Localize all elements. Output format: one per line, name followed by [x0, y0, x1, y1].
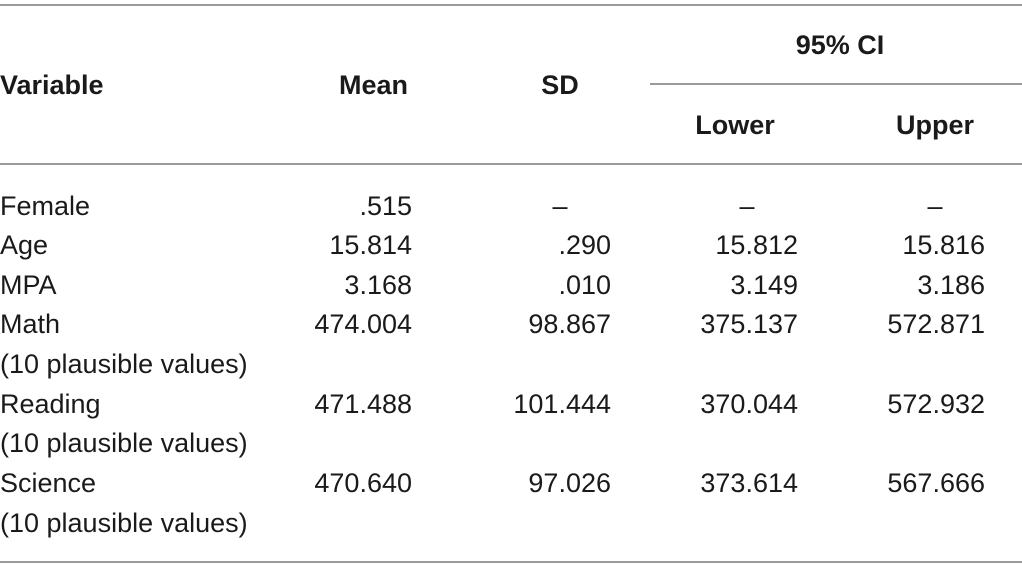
- row-sd: .010: [558, 270, 611, 300]
- row-mean: .515: [359, 191, 412, 221]
- header-lower: Lower: [695, 110, 775, 140]
- row-variable: Science: [0, 468, 97, 498]
- row-mean: 474.004: [314, 309, 412, 339]
- header-sd: SD: [541, 70, 579, 100]
- row-sd: –: [552, 191, 568, 221]
- table-bottom-rule: [0, 561, 1022, 563]
- row-variable: Math: [0, 309, 61, 339]
- header-ci: 95% CI: [795, 30, 885, 60]
- row-upper: 572.871: [887, 309, 985, 339]
- row-mean: 3.168: [344, 270, 412, 300]
- row-sd: .290: [558, 230, 611, 260]
- row-lower: 375.137: [700, 309, 798, 339]
- row-variable-note: (10 plausible values): [0, 508, 248, 538]
- row-upper: 15.816: [902, 230, 985, 260]
- row-lower: –: [739, 191, 755, 221]
- row-variable: MPA: [0, 270, 57, 300]
- header-bottom-rule: [0, 163, 1022, 165]
- row-lower: 3.149: [730, 270, 798, 300]
- row-upper: 3.186: [917, 270, 985, 300]
- row-upper: 567.666: [887, 468, 985, 498]
- row-variable: Reading: [0, 389, 101, 419]
- header-mean: Mean: [338, 70, 408, 100]
- row-mean: 470.640: [314, 468, 412, 498]
- row-sd: 101.444: [513, 389, 611, 419]
- row-lower: 15.812: [715, 230, 798, 260]
- row-lower: 370.044: [700, 389, 798, 419]
- row-variable-note: (10 plausible values): [0, 349, 248, 379]
- table-top-rule: [0, 4, 1022, 6]
- row-variable-note: (10 plausible values): [0, 428, 248, 458]
- ci-header-rule: [650, 83, 1022, 85]
- row-variable: Female: [0, 191, 91, 221]
- row-lower: 373.614: [700, 468, 798, 498]
- row-sd: 97.026: [528, 468, 611, 498]
- row-upper: 572.932: [887, 389, 985, 419]
- row-variable: Age: [0, 230, 49, 260]
- header-upper: Upper: [895, 110, 974, 140]
- row-mean: 15.814: [329, 230, 412, 260]
- header-variable: Variable: [0, 70, 104, 100]
- row-mean: 471.488: [314, 389, 412, 419]
- row-sd: 98.867: [528, 309, 611, 339]
- row-upper: –: [927, 191, 943, 221]
